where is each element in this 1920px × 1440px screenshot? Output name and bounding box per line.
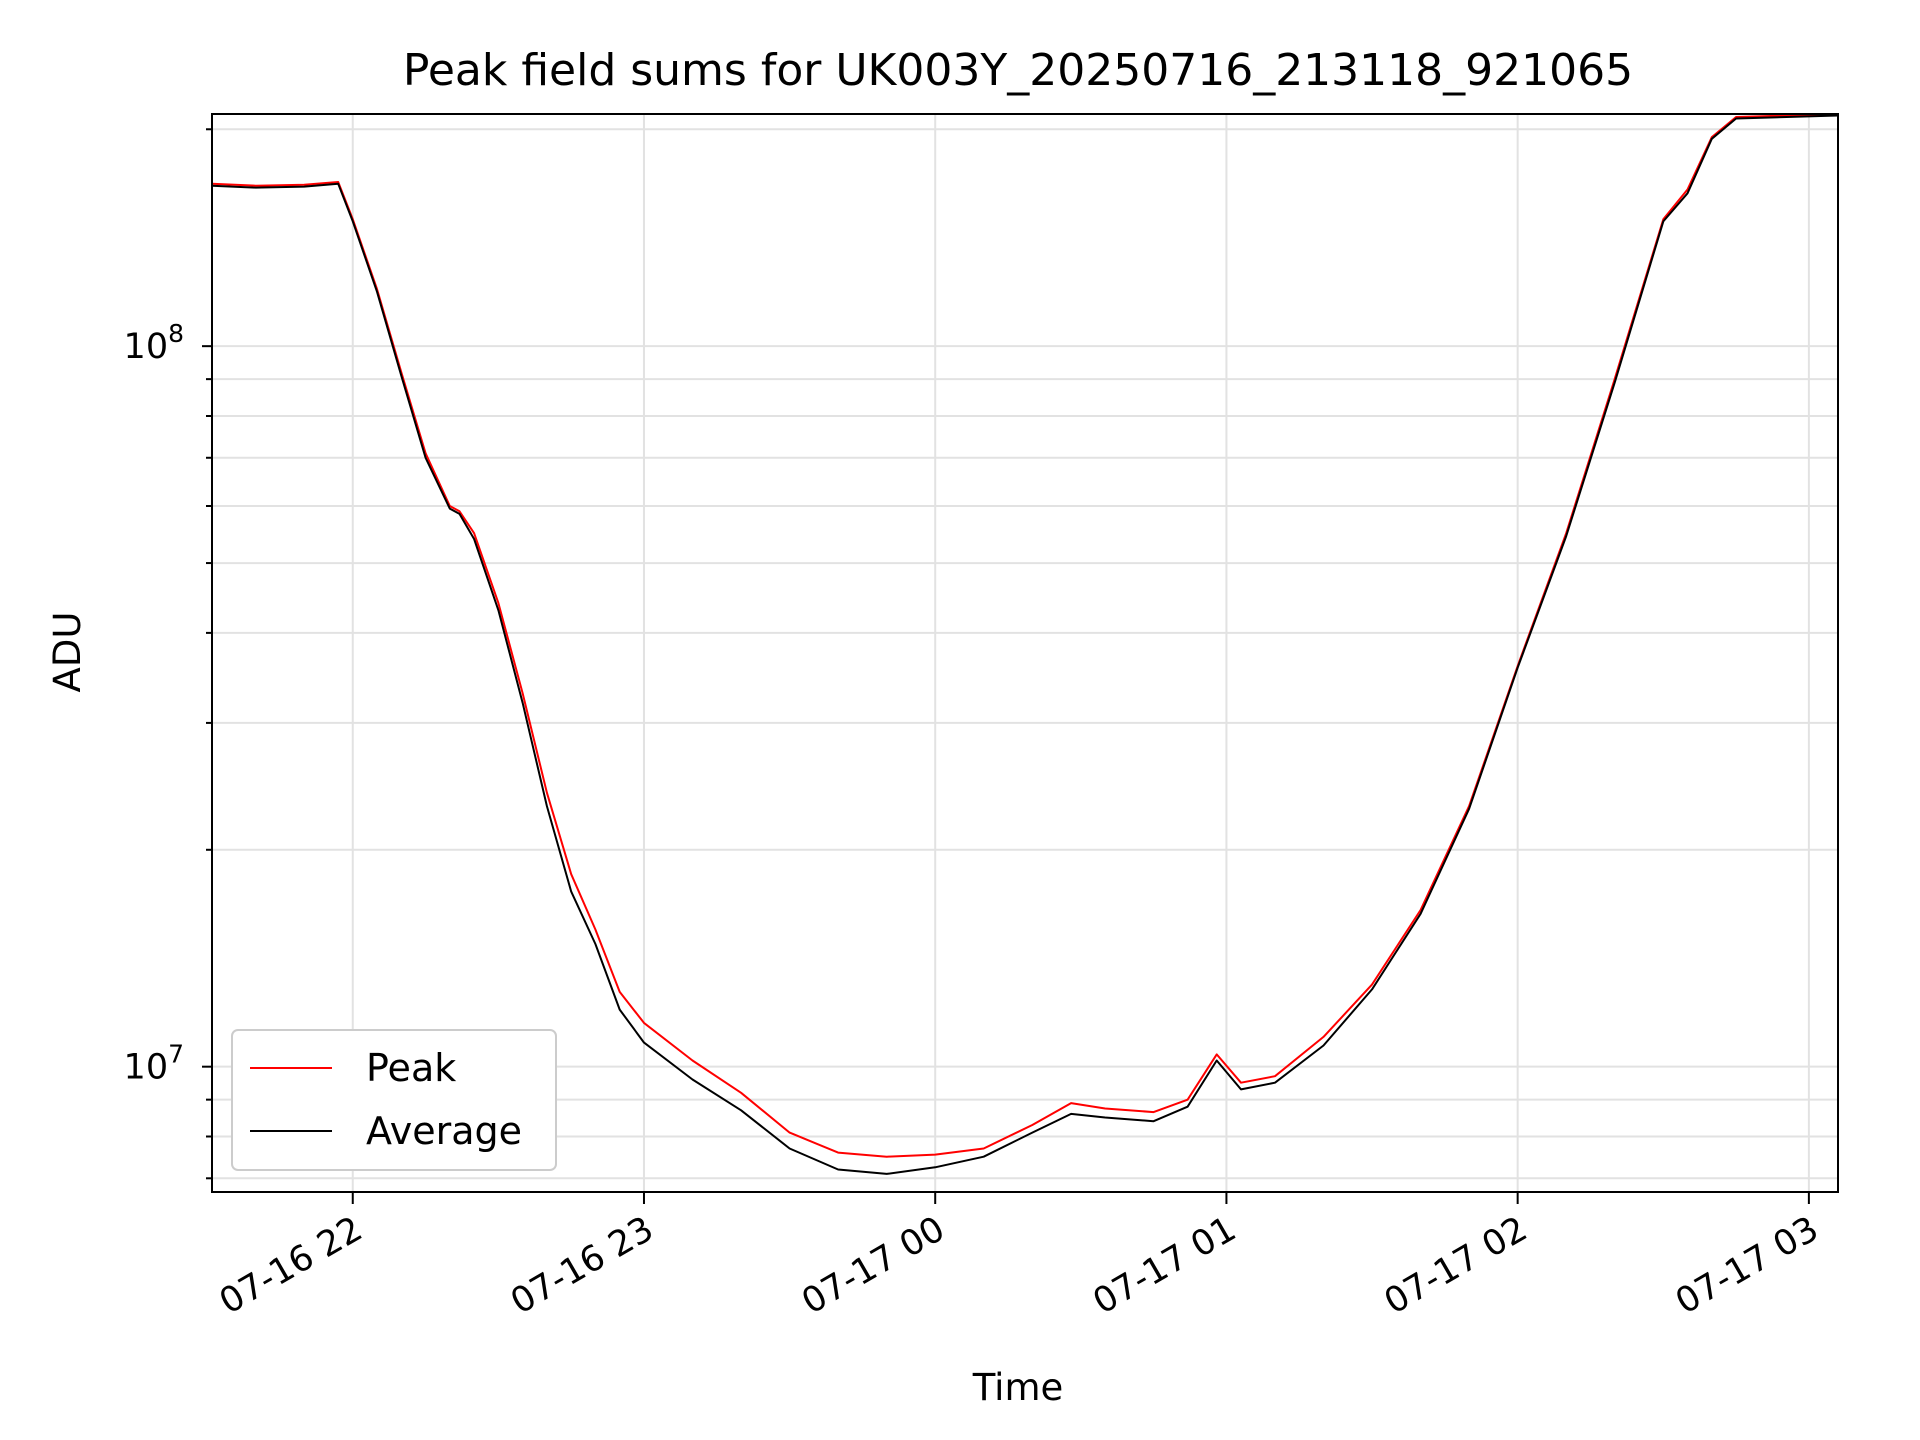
y-tick-exponent: 8 [168,319,184,348]
y-axis-label: ADU [46,612,89,693]
plot-area-frame [211,113,1839,1193]
legend-label-average: Average [366,1109,522,1153]
y-tick-exponent: 7 [168,1040,184,1069]
y-tick-label: 107 [124,1040,184,1088]
x-axis-label: Time [972,1366,1064,1409]
y-tick-base: 10 [124,1048,169,1088]
legend-label-peak: Peak [366,1046,456,1090]
legend-box [231,1029,557,1171]
legend: Peak Average [231,1029,557,1171]
y-tick-label: 108 [124,319,184,367]
series-line-average [211,114,1839,1175]
series-lines [211,113,1839,1175]
grid [212,114,1838,1192]
chart-title: Peak field sums for UK003Y_20250716_2131… [403,45,1633,96]
y-tick-base: 10 [124,327,169,367]
